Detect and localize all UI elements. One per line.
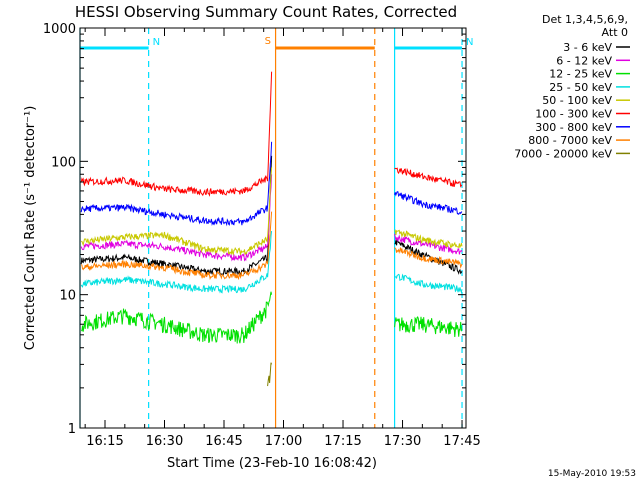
series-line <box>394 191 463 215</box>
x-tick-label: 17:30 <box>384 434 421 449</box>
marker-label: S <box>265 36 271 47</box>
series-line <box>80 211 273 281</box>
series-line <box>394 316 463 338</box>
legend-entry-label: 12 - 25 keV <box>549 68 612 81</box>
x-axis-label: Start Time (23-Feb-10 16:08:42) <box>167 456 377 471</box>
legend-entry-label: 100 - 300 keV <box>535 108 612 121</box>
legend-header: Det 1,3,4,5,6,9, <box>542 13 628 26</box>
marker-label: N <box>466 37 473 48</box>
y-tick-label: 10 <box>59 289 76 304</box>
legend-entry-label: 800 - 7000 keV <box>528 134 612 147</box>
marker-label: N <box>153 37 160 48</box>
series-line <box>80 71 273 197</box>
x-tick-label: 16:45 <box>205 434 242 449</box>
series-line <box>81 167 273 255</box>
legend-entry-label: 50 - 100 keV <box>542 94 612 107</box>
annotation-markers: N NS <box>79 28 474 428</box>
series-line <box>394 247 463 269</box>
y-axis: 1 10 100 1000 <box>43 22 466 437</box>
series-line <box>80 231 273 294</box>
x-tick-label: 17:00 <box>265 434 302 449</box>
series-line <box>80 174 273 262</box>
legend-entry-label: 7000 - 20000 keV <box>514 147 612 160</box>
timestamp: 15-May-2010 19:53 <box>548 469 636 479</box>
x-tick-label: 17:15 <box>324 434 361 449</box>
series-line <box>81 291 273 344</box>
y-tick-label: 1 <box>68 422 76 437</box>
series-line <box>394 238 463 275</box>
legend-entry-label: 3 - 6 keV <box>563 41 612 54</box>
series-line <box>394 273 463 295</box>
legend-header: Att 0 <box>602 26 628 39</box>
x-axis: 16:15 16:30 16:45 17:00 17:15 17:30 17:45 <box>84 28 481 449</box>
x-tick-label: 16:15 <box>86 434 123 449</box>
x-tick-label: 17:45 <box>443 434 480 449</box>
series-layer <box>80 71 463 387</box>
chart-title: HESSI Observing Summary Count Rates, Cor… <box>75 3 457 21</box>
series-line <box>267 362 273 387</box>
series-line <box>394 167 463 188</box>
legend-entry-label: 6 - 12 keV <box>556 54 612 67</box>
series-line <box>80 141 273 227</box>
series-line <box>80 155 273 276</box>
y-tick-label: 100 <box>51 155 76 170</box>
x-tick-label: 16:30 <box>146 434 183 449</box>
legend-entry-label: 25 - 50 keV <box>549 81 612 94</box>
y-axis-label: Corrected Count Rate (s⁻¹ detector⁻¹) <box>23 106 38 351</box>
series-line <box>394 229 463 249</box>
plot-frame <box>79 27 467 429</box>
y-tick-label: 1000 <box>43 22 76 37</box>
legend-entry-label: 300 - 800 keV <box>535 121 612 134</box>
